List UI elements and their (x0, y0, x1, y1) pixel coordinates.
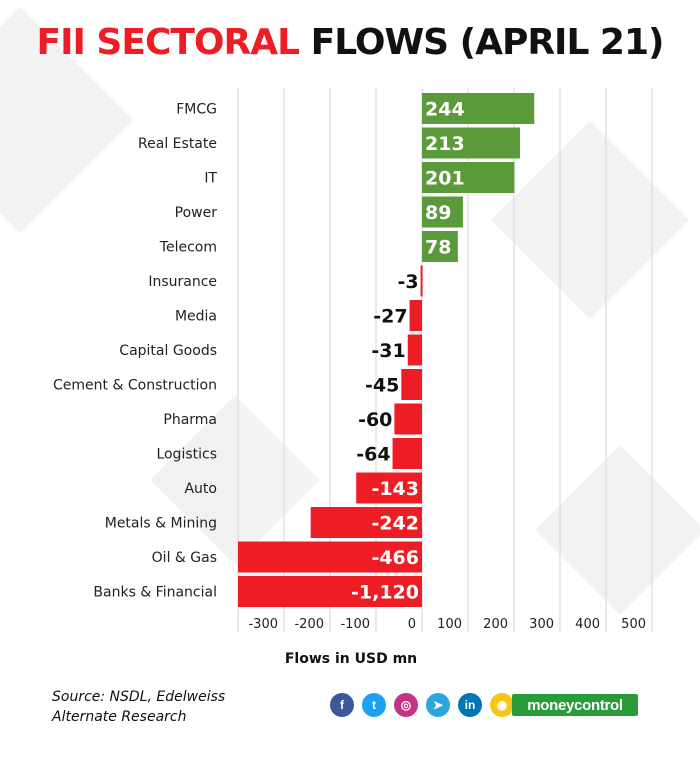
value-label: -31 (371, 340, 405, 362)
category-label: Telecom (159, 240, 217, 256)
category-label: Oil & Gas (152, 550, 217, 566)
value-label: -64 (356, 444, 390, 466)
bar (356, 472, 422, 504)
bar (422, 231, 458, 262)
bar (407, 334, 422, 366)
value-label: -45 (365, 375, 399, 397)
category-label: Real Estate (138, 136, 217, 152)
bar (401, 369, 422, 400)
category-label: Cement & Construction (53, 378, 217, 394)
koo-icon[interactable]: ◉ (490, 693, 514, 717)
category-label: Logistics (156, 447, 217, 463)
x-tick-label: -200 (294, 617, 324, 632)
chart-title: FII SECTORAL FLOWS (APRIL 21) (0, 22, 700, 63)
source-line-1: Source: NSDL, Edelweiss (52, 689, 226, 705)
source-line-2: Alternate Research (52, 709, 187, 725)
value-label: -1,120 (351, 582, 419, 604)
twitter-icon[interactable]: t (362, 693, 386, 717)
moneycontrol-logo[interactable]: moneycontrol (512, 694, 638, 716)
x-tick-label: 200 (483, 617, 508, 632)
bar (422, 196, 463, 228)
x-tick-label: 0 (408, 617, 416, 632)
bar (409, 300, 422, 331)
bar (422, 93, 535, 124)
bar (392, 438, 422, 469)
bar-chart: -300 -200 -100 0 100 200 300 400 500 FMCG 244 Real … (53, 88, 653, 632)
telegram-icon[interactable]: ➤ (426, 693, 450, 717)
category-label: FMCG (176, 102, 217, 118)
category-label: Insurance (148, 274, 217, 290)
category-label: Capital Goods (119, 343, 217, 359)
x-tick-label: 100 (437, 617, 462, 632)
instagram-icon[interactable]: ◎ (394, 693, 418, 717)
value-label: -143 (371, 478, 419, 500)
value-label: -242 (371, 513, 419, 535)
value-label: 201 (425, 168, 465, 190)
value-label: -60 (358, 409, 392, 431)
category-label: Media (175, 309, 217, 325)
title-rest: FLOWS (APRIL 21) (310, 22, 665, 63)
bar (238, 541, 422, 573)
category-label: IT (204, 171, 217, 187)
value-label: 244 (425, 99, 465, 121)
bar (238, 576, 422, 607)
bar (422, 162, 515, 193)
category-label: Metals & Mining (105, 516, 217, 532)
facebook-icon[interactable]: f (330, 693, 354, 717)
value-label: 213 (425, 133, 465, 155)
bar (310, 507, 422, 538)
value-label: 89 (425, 202, 451, 224)
x-tick-label: 500 (621, 617, 646, 632)
bar (422, 127, 520, 159)
value-label: 78 (425, 237, 451, 259)
category-label: Auto (184, 481, 217, 497)
x-tick-label: 400 (575, 617, 600, 632)
value-label: -466 (371, 547, 419, 569)
source-note: Source: NSDL, Edelweiss Alternate Resear… (52, 687, 225, 727)
bar (394, 403, 422, 435)
x-tick-label: -100 (340, 617, 370, 632)
category-label: Pharma (163, 412, 217, 428)
category-label: Power (175, 205, 218, 221)
category-label: Banks & Financial (93, 585, 217, 601)
bar (420, 265, 423, 297)
value-label: -3 (398, 271, 419, 293)
title-highlight: FII SECTORAL (36, 22, 301, 63)
social-icons: f t ◎ ➤ in ◉ (330, 693, 514, 719)
x-tick-label: -300 (248, 617, 278, 632)
x-tick-label: 300 (529, 617, 554, 632)
linkedin-icon[interactable]: in (458, 693, 482, 717)
x-axis-title: Flows in USD mn (284, 651, 418, 667)
value-label: -27 (373, 306, 407, 328)
